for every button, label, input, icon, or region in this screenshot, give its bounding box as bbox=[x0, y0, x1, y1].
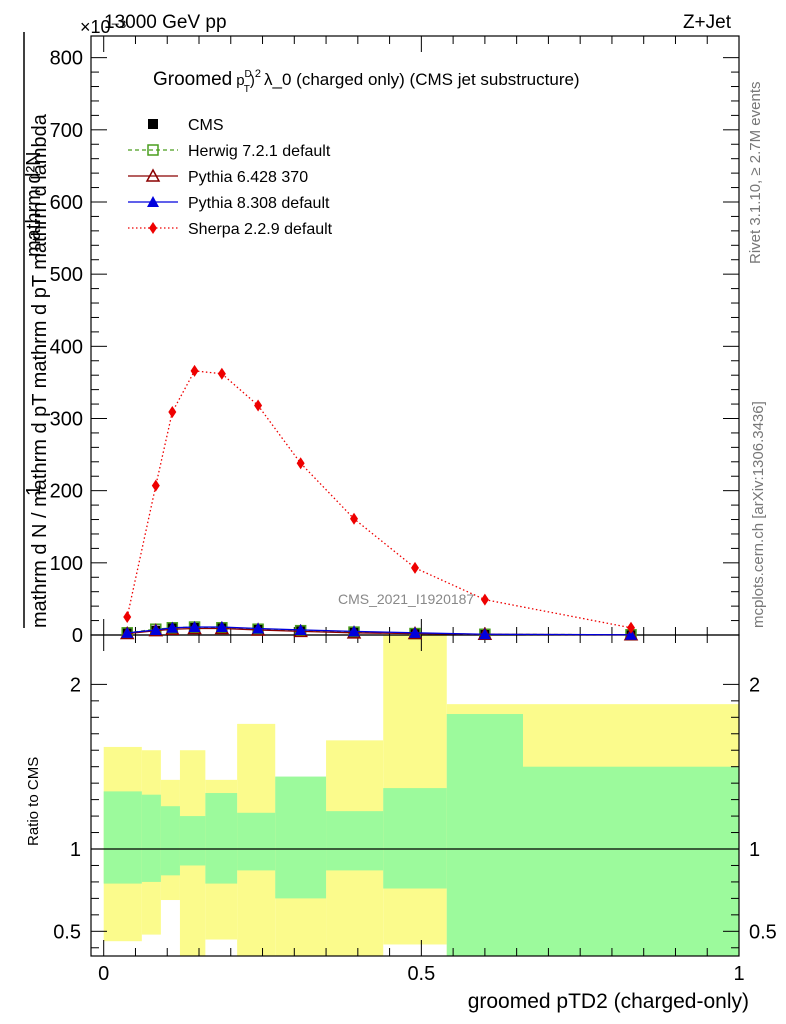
y-tick-label: 600 bbox=[50, 192, 83, 214]
legend-marker bbox=[147, 144, 159, 156]
legend-label: CMS bbox=[188, 117, 224, 134]
upper-axis-ticks: 0 100 200 300 400 500 600 700 800 bbox=[50, 36, 740, 956]
title-lambda: λ_0 bbox=[264, 70, 291, 89]
inner-band-bin bbox=[179, 816, 206, 866]
analysis-watermark: CMS_2021_I1920187 bbox=[338, 591, 474, 607]
title-prefix: Groomed bbox=[153, 69, 232, 90]
y-tick-label: 700 bbox=[50, 120, 83, 142]
x-axis-label: groomed pTD2 (charged-only) bbox=[468, 990, 749, 1013]
legend-entry: CMS bbox=[148, 117, 224, 134]
ylabel-denominator: mathrm d N / mathrm d pT mathrm d pT mat… bbox=[29, 113, 51, 628]
ratio-y-tick-label-right: 2 bbox=[749, 674, 760, 696]
data-point bbox=[215, 621, 228, 633]
data-point bbox=[217, 367, 226, 380]
axis-exponent: ×10⁻³ bbox=[80, 17, 126, 37]
data-point bbox=[168, 405, 177, 418]
plot-title: Groomed pD T)2 λ_0 (charged only) (CMS jet … bbox=[153, 68, 580, 95]
upper-y-axis-label: mathrm d²N 1 mathrm d N / mathrm d pT ma… bbox=[23, 32, 51, 628]
legend-label: Pythia 8.308 default bbox=[188, 195, 330, 212]
data-point bbox=[294, 623, 307, 635]
data-point bbox=[478, 628, 491, 640]
title-close: ) bbox=[250, 72, 255, 89]
y-tick-label: 100 bbox=[50, 553, 83, 575]
mcplots-label: mcplots.cern.ch [arXiv:1306.3436] bbox=[750, 401, 767, 628]
lower-y-axis-label: Ratio to CMS bbox=[25, 757, 42, 846]
inner-band-bin bbox=[205, 793, 238, 884]
legend-marker bbox=[149, 222, 157, 234]
ratio-inner-band bbox=[103, 714, 739, 956]
y-tick-label: 300 bbox=[50, 408, 83, 430]
data-point bbox=[190, 364, 199, 377]
data-point bbox=[348, 625, 361, 637]
y-tick-label: 400 bbox=[50, 336, 83, 358]
energy-label: 13000 GeV pp bbox=[104, 12, 227, 33]
x-tick-label: 0 bbox=[98, 963, 109, 985]
y-tick-label: 0 bbox=[72, 625, 83, 647]
series-pythia bbox=[121, 621, 637, 640]
data-point bbox=[121, 626, 134, 638]
data-point bbox=[411, 561, 419, 574]
data-point bbox=[350, 512, 359, 525]
x-tick-label: 0.5 bbox=[407, 963, 435, 985]
ratio-y-tick-label: 2 bbox=[70, 674, 81, 696]
ratio-y-tick-label: 0.5 bbox=[53, 921, 81, 943]
series-sherpa bbox=[123, 364, 635, 634]
ratio-y-tick-label-right: 0.5 bbox=[749, 921, 777, 943]
legend-marker bbox=[145, 168, 161, 182]
ratio-y-tick-label-right: 1 bbox=[749, 839, 760, 861]
series-line bbox=[126, 370, 632, 629]
data-point bbox=[480, 593, 489, 606]
data-point bbox=[188, 621, 201, 633]
ylabel-numerator: mathrm d²N bbox=[23, 151, 45, 257]
data-point bbox=[627, 621, 635, 634]
data-point bbox=[254, 399, 263, 412]
data-point bbox=[123, 610, 132, 623]
title-sup-d: D bbox=[245, 69, 252, 80]
inner-band-bin bbox=[446, 714, 523, 956]
data-point bbox=[296, 457, 305, 470]
title-p: p bbox=[236, 72, 244, 89]
ratio-y-tick-label: 1 bbox=[70, 839, 81, 861]
legend-entry: Herwig 7.2.1 default bbox=[128, 143, 331, 160]
y-tick-label: 800 bbox=[50, 48, 83, 70]
legend-entry: Sherpa 2.2.9 default bbox=[128, 221, 333, 238]
data-point bbox=[166, 621, 179, 633]
inner-band-bin bbox=[326, 811, 384, 871]
inner-band-bin bbox=[141, 794, 161, 882]
lower-axis-ticks: 0.5 0.51 12 20 0.5 1 bbox=[53, 674, 777, 985]
inner-band-bin bbox=[160, 806, 180, 876]
ylabel-one: 1 bbox=[23, 485, 45, 496]
series-layer bbox=[119, 364, 639, 641]
inner-band-bin bbox=[275, 776, 327, 899]
title-exp2: 2 bbox=[255, 68, 261, 80]
process-label: Z+Jet bbox=[683, 12, 732, 33]
x-tick-label: 1 bbox=[733, 963, 744, 985]
legend-entry: Pythia 6.428 370 bbox=[128, 168, 308, 186]
legend-label: Sherpa 2.2.9 default bbox=[188, 221, 333, 238]
inner-band-bin bbox=[103, 791, 142, 884]
inner-band-bin bbox=[383, 788, 447, 889]
inner-band-bin bbox=[237, 812, 276, 871]
legend-marker bbox=[147, 196, 159, 207]
legend: CMS Herwig 7.2.1 default Pythia 6.428 370 P… bbox=[128, 117, 333, 238]
legend-label: Pythia 6.428 370 bbox=[188, 169, 308, 186]
title-suffix: (charged only) (CMS jet substructure) bbox=[291, 70, 579, 89]
y-tick-label: 200 bbox=[50, 481, 83, 503]
data-point bbox=[625, 628, 637, 640]
legend-label: Herwig 7.2.1 default bbox=[188, 143, 331, 160]
legend-marker bbox=[148, 119, 158, 129]
inner-band-bin bbox=[523, 766, 739, 956]
data-point bbox=[151, 479, 160, 492]
rivet-version-label: Rivet 3.1.10, ≥ 2.7M events bbox=[747, 82, 764, 265]
title-sub-t: T bbox=[244, 84, 250, 95]
y-tick-label: 500 bbox=[50, 264, 83, 286]
data-point bbox=[149, 623, 162, 635]
legend-entry: Pythia 8.308 default bbox=[128, 195, 330, 212]
data-point bbox=[252, 622, 265, 634]
data-point bbox=[409, 626, 421, 638]
